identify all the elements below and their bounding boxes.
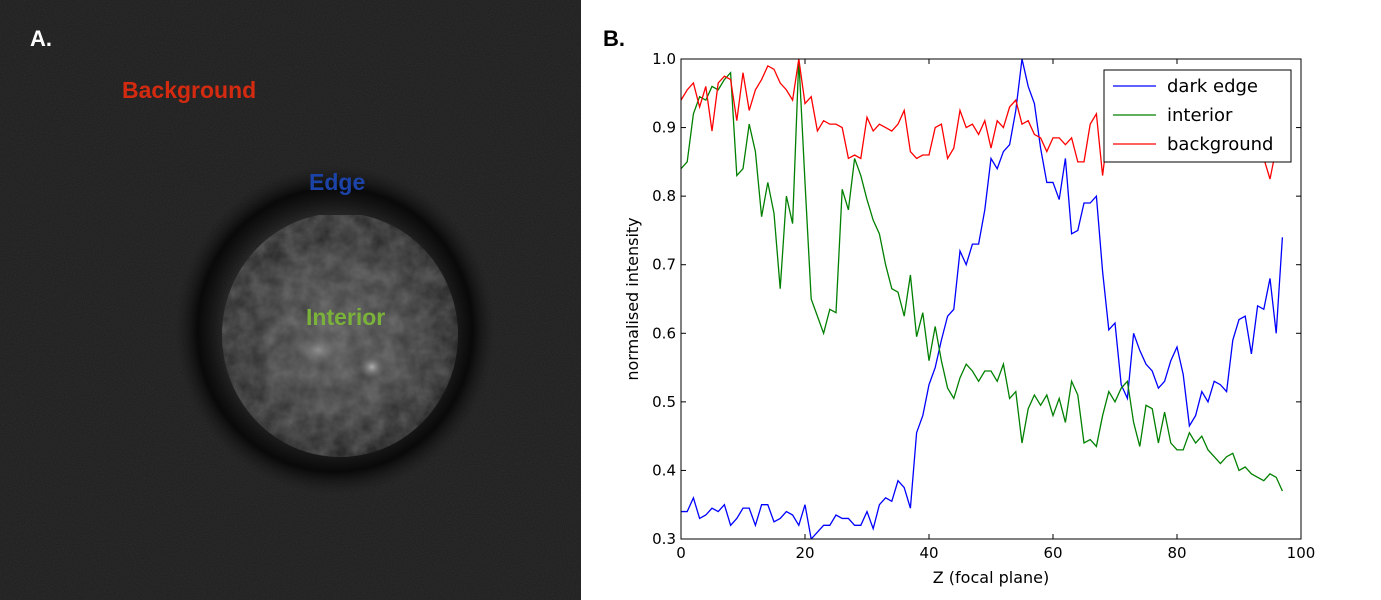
x-tick-label: 100 xyxy=(1287,544,1316,562)
series-line-interior xyxy=(681,59,1283,492)
y-axis-label: normalised intensity xyxy=(623,217,642,380)
x-axis-label: Z (focal plane) xyxy=(933,568,1049,587)
background-region-label: Background xyxy=(122,77,257,103)
x-tick-label: 40 xyxy=(919,544,938,562)
x-tick-label: 20 xyxy=(795,544,814,562)
plot-frame xyxy=(680,58,1302,540)
legend-box xyxy=(1103,69,1292,163)
cell-bright-spot xyxy=(358,354,386,380)
intensity-line-chart: 0 20 40 60 80 100 0.3 0.4 0.5 0.6 0.7 0.8 0.9 1.0 Z (… xyxy=(623,50,1315,587)
legend-entry: dark edge xyxy=(1167,76,1258,97)
microscopy-image xyxy=(0,0,581,600)
legend-entry: background xyxy=(1167,134,1273,155)
x-tick-label: 0 xyxy=(676,544,686,562)
plot-axes: 0 20 40 60 80 100 0.3 0.4 0.5 0.6 0.7 0.8 0.9 1.0 xyxy=(652,50,1315,562)
x-tick-label: 80 xyxy=(1167,544,1186,562)
chart-legend: dark edge interior background xyxy=(1103,69,1292,163)
interior-region-label: Interior xyxy=(306,304,386,330)
y-tick-label: 0.7 xyxy=(652,256,676,274)
y-tick-label: 0.3 xyxy=(652,530,676,548)
y-tick-label: 0.9 xyxy=(652,119,676,137)
cell-texture xyxy=(222,215,458,457)
cell-bright-region xyxy=(290,330,346,370)
y-tick-label: 0.5 xyxy=(652,393,676,411)
y-tick-label: 0.8 xyxy=(652,187,676,205)
series-line-dark-edge xyxy=(681,59,1284,539)
y-tick-label: 0.6 xyxy=(652,324,676,342)
panel-b-letter: B. xyxy=(603,26,625,51)
legend-entry: interior xyxy=(1167,105,1233,126)
microscopy-image-panel: A. Background Edge Interior xyxy=(0,0,581,600)
x-tick-label: 60 xyxy=(1043,544,1062,562)
y-tick-label: 1.0 xyxy=(652,50,676,68)
edge-region-label: Edge xyxy=(309,169,366,195)
panel-a-letter: A. xyxy=(30,26,52,51)
y-tick-label: 0.4 xyxy=(652,461,676,479)
